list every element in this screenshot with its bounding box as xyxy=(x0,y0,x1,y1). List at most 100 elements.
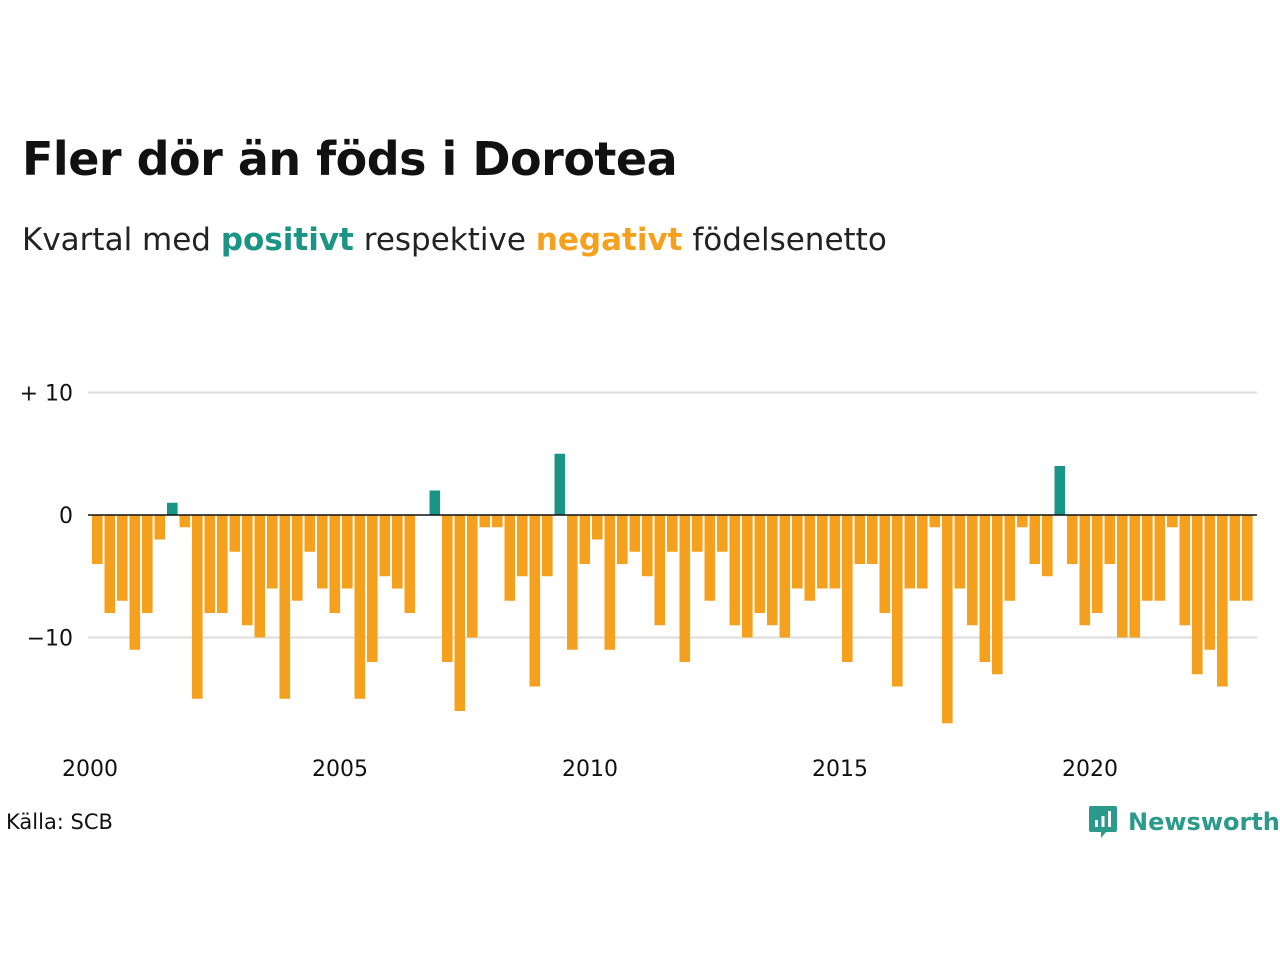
bar xyxy=(592,515,603,540)
bar xyxy=(442,515,453,662)
y-tick-label: + 10 xyxy=(20,382,73,407)
bar xyxy=(254,515,266,638)
bar xyxy=(479,515,491,528)
bar xyxy=(492,515,503,528)
bar xyxy=(1229,515,1241,601)
bar xyxy=(1029,515,1041,564)
subtitle-negative-keyword: negativt xyxy=(535,222,683,258)
bar-chart-speech-bubble-icon xyxy=(1089,806,1117,838)
bar xyxy=(1104,515,1116,564)
bar xyxy=(604,515,616,650)
bar xyxy=(867,515,878,564)
bar xyxy=(879,515,891,613)
bar xyxy=(1204,515,1216,650)
bar xyxy=(742,515,753,638)
bar xyxy=(279,515,291,699)
bar xyxy=(367,515,378,662)
bar xyxy=(529,515,541,687)
bar xyxy=(792,515,803,589)
bar xyxy=(904,515,916,589)
bar xyxy=(142,515,153,613)
bar xyxy=(129,515,141,650)
bar xyxy=(317,515,328,589)
bar xyxy=(992,515,1003,675)
bar xyxy=(729,515,741,626)
bar xyxy=(342,515,353,589)
bar xyxy=(767,515,778,626)
y-tick-label: 0 xyxy=(59,504,73,529)
bar xyxy=(467,515,478,638)
bar xyxy=(542,515,553,577)
bar xyxy=(229,515,241,552)
bar xyxy=(829,515,841,589)
bar xyxy=(379,515,391,577)
bar xyxy=(354,515,366,699)
bar xyxy=(917,515,928,589)
x-tick-label: 2020 xyxy=(1062,757,1118,782)
bar xyxy=(242,515,253,626)
bar xyxy=(404,515,416,613)
bar xyxy=(654,515,666,626)
bar xyxy=(1217,515,1228,687)
bar-chart: + 10 0 −10 2000 2005 2010 2015 2020 xyxy=(20,382,1257,782)
bar xyxy=(854,515,866,564)
bar xyxy=(717,515,728,552)
bar xyxy=(1242,515,1253,601)
bar xyxy=(1079,515,1091,626)
bar xyxy=(804,515,816,601)
bar xyxy=(892,515,903,687)
chart-subtitle: Kvartal med positivt respektive negativt… xyxy=(22,222,887,258)
bar xyxy=(692,515,703,552)
bar xyxy=(1154,515,1166,601)
bar xyxy=(817,515,828,589)
bar xyxy=(679,515,691,662)
bar xyxy=(454,515,466,711)
bar xyxy=(1004,515,1016,601)
bar xyxy=(304,515,316,552)
bar xyxy=(179,515,191,528)
bar xyxy=(267,515,278,589)
brand-name: Newsworthy xyxy=(1128,808,1280,836)
subtitle-prefix: Kvartal med xyxy=(22,222,211,258)
subtitle-suffix: födelsenetto xyxy=(692,222,887,258)
y-tick-label: −10 xyxy=(27,627,73,652)
bar xyxy=(567,515,578,650)
bar xyxy=(1167,515,1178,528)
bar xyxy=(704,515,716,601)
bar xyxy=(1054,466,1066,515)
bar xyxy=(754,515,766,613)
bar xyxy=(1142,515,1153,601)
subtitle-positive-keyword: positivt xyxy=(220,222,354,258)
x-tick-label: 2015 xyxy=(812,757,868,782)
bar xyxy=(504,515,516,601)
bar xyxy=(579,515,591,564)
bar xyxy=(517,515,528,577)
bar xyxy=(1092,515,1103,613)
brand-logo: Newsworthy xyxy=(1088,804,1280,840)
bar xyxy=(1179,515,1191,626)
chart-title: Fler dör än föds i Dorotea xyxy=(22,132,678,186)
source-note: Källa: SCB xyxy=(6,810,113,834)
x-tick-label: 2000 xyxy=(62,757,118,782)
subtitle-middle: respektive xyxy=(363,222,526,258)
x-tick-label: 2010 xyxy=(562,757,618,782)
bar xyxy=(204,515,216,613)
bar xyxy=(154,515,166,540)
bar xyxy=(979,515,991,662)
bar xyxy=(629,515,641,552)
bar xyxy=(1017,515,1028,528)
bar xyxy=(642,515,653,577)
bar xyxy=(217,515,228,613)
bar-layer xyxy=(92,453,1253,724)
bar xyxy=(104,515,116,613)
bar xyxy=(929,515,941,528)
bar xyxy=(1192,515,1203,675)
bar xyxy=(942,515,953,724)
bar xyxy=(954,515,966,589)
bar xyxy=(92,515,103,564)
bar xyxy=(192,515,203,699)
bar xyxy=(967,515,978,626)
bar xyxy=(617,515,628,564)
axis-layer: + 10 0 −10 2000 2005 2010 2015 2020 xyxy=(20,382,1257,782)
bar xyxy=(1129,515,1141,638)
